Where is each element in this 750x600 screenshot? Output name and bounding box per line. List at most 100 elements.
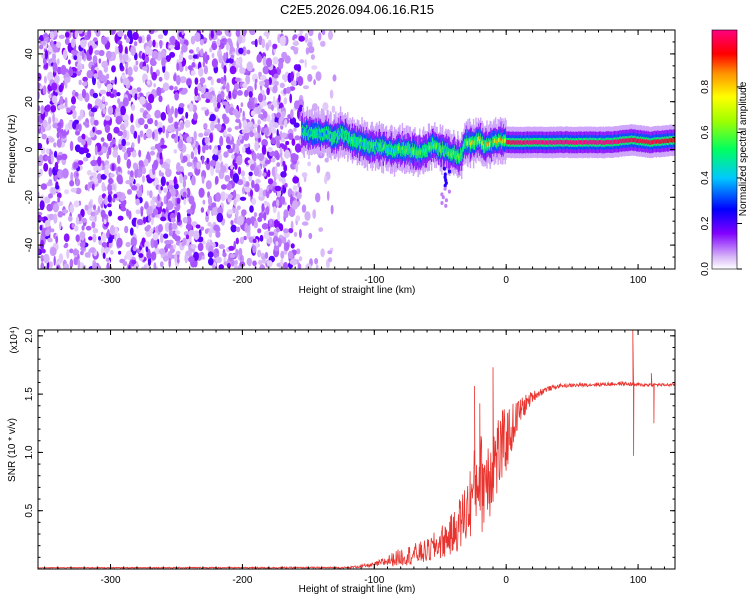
noise-cell xyxy=(182,155,188,163)
track-core xyxy=(578,139,580,145)
track-core xyxy=(643,138,646,144)
noise-cell xyxy=(101,232,107,243)
noise-cell xyxy=(239,107,243,114)
noise-cell xyxy=(192,104,198,113)
track-core xyxy=(476,140,479,145)
noise-cell xyxy=(238,134,243,141)
noise-cell xyxy=(78,147,86,155)
noise-cell xyxy=(100,173,107,180)
noise-cell xyxy=(307,41,313,48)
figure-title: C2E5.2026.094.06.16.R15 xyxy=(280,2,434,17)
noise-cell xyxy=(208,257,214,266)
noise-cell xyxy=(40,183,48,190)
noise-cell xyxy=(273,73,279,79)
track-core xyxy=(418,150,420,155)
track-core xyxy=(574,140,576,145)
colorbar-tick-label: 0.4 xyxy=(700,171,711,185)
track-core xyxy=(605,140,607,145)
noise-cell xyxy=(56,260,61,266)
noise-cell xyxy=(160,216,167,222)
noise-cell xyxy=(50,187,56,195)
track-core xyxy=(430,146,433,151)
track-core xyxy=(477,137,479,142)
noise-cell xyxy=(97,70,103,79)
track-core xyxy=(556,139,559,145)
track-core xyxy=(330,134,332,139)
noise-cell xyxy=(84,252,91,258)
noise-cell xyxy=(158,127,163,133)
noise-cell xyxy=(244,186,251,193)
noise-cell xyxy=(107,194,112,203)
noise-cell xyxy=(201,255,205,260)
track-core xyxy=(629,137,631,142)
noise-cell xyxy=(223,129,227,136)
noise-cell xyxy=(175,75,181,86)
noise-cell xyxy=(328,257,333,263)
track-core xyxy=(609,140,611,145)
noise-cell xyxy=(66,248,70,259)
noise-cell xyxy=(93,119,99,126)
track-core xyxy=(659,139,661,144)
noise-cell xyxy=(47,237,53,243)
noise-cell xyxy=(316,164,321,174)
noise-cell xyxy=(251,179,255,189)
track-core xyxy=(537,140,539,145)
noise-cell xyxy=(260,100,268,107)
noise-cell xyxy=(283,209,289,219)
track-core xyxy=(435,145,438,150)
noise-cell xyxy=(183,198,187,206)
noise-cell xyxy=(212,148,218,154)
noise-cell xyxy=(215,256,222,264)
noise-cell xyxy=(175,230,181,235)
track-core xyxy=(385,145,387,150)
track-core xyxy=(567,139,569,145)
noise-cell xyxy=(145,246,149,253)
noise-cell xyxy=(131,103,136,111)
noise-cell xyxy=(86,70,94,79)
noise-cell xyxy=(280,171,287,178)
noise-cell xyxy=(149,57,156,66)
track-tail xyxy=(444,203,448,208)
noise-cell xyxy=(116,92,121,97)
noise-cell xyxy=(176,162,181,173)
track-tail xyxy=(442,166,446,171)
noise-cell xyxy=(273,96,276,102)
noise-cell xyxy=(279,130,283,138)
noise-cell xyxy=(94,145,98,156)
noise-cell xyxy=(241,209,247,216)
noise-cell xyxy=(111,65,116,73)
noise-cell xyxy=(146,206,153,217)
noise-cell xyxy=(301,172,308,178)
track-core xyxy=(353,137,355,142)
noise-cell xyxy=(272,43,278,50)
noise-cell xyxy=(152,131,155,140)
noise-cell xyxy=(245,74,251,85)
noise-cell xyxy=(195,46,200,53)
noise-cell xyxy=(129,227,134,236)
track-core xyxy=(324,131,326,136)
noise-cell xyxy=(234,77,241,82)
noise-cell xyxy=(150,146,157,151)
noise-cell xyxy=(58,84,64,93)
noise-cell xyxy=(75,187,82,195)
noise-cell xyxy=(69,258,74,268)
noise-cell xyxy=(81,50,85,60)
noise-cell xyxy=(184,253,188,264)
track-core xyxy=(670,138,673,143)
noise-cell xyxy=(48,193,53,199)
track-core xyxy=(432,141,434,146)
noise-cell xyxy=(85,225,92,231)
noise-cell xyxy=(263,212,267,221)
noise-cell xyxy=(254,131,258,138)
noise-cell xyxy=(264,251,269,260)
noise-cell xyxy=(261,223,269,230)
noise-cell xyxy=(215,230,221,238)
noise-cell xyxy=(299,59,305,64)
y-tick-label: -40 xyxy=(24,237,35,252)
noise-cell xyxy=(314,258,319,265)
track-core xyxy=(396,148,399,154)
noise-cell xyxy=(173,176,177,186)
noise-cell xyxy=(211,58,218,68)
noise-cell xyxy=(234,259,238,266)
track-core xyxy=(663,139,665,144)
